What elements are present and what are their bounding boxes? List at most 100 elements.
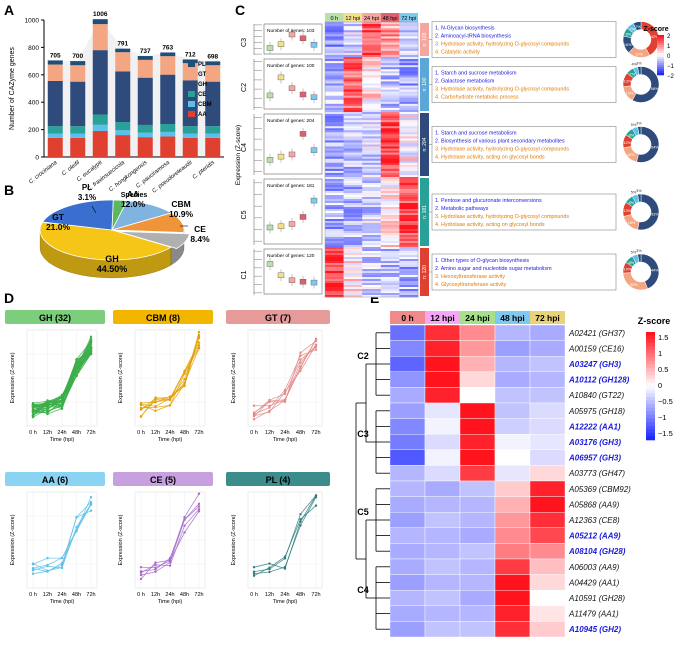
e-heat-cell bbox=[424, 356, 461, 373]
c-heat-cell bbox=[399, 231, 419, 234]
e-legend-gradient bbox=[646, 414, 655, 419]
a-bar-GH-4 bbox=[137, 77, 153, 125]
c-heat-cell bbox=[399, 91, 419, 94]
c-heat-cell bbox=[343, 160, 363, 164]
e-heat-cell bbox=[424, 371, 461, 388]
c-heat-cell bbox=[399, 209, 419, 212]
c-heat-cell bbox=[362, 291, 382, 294]
c-boxplot-frame bbox=[263, 248, 323, 295]
b-slice-value: 3.1% bbox=[78, 193, 96, 202]
c-heat-cell bbox=[325, 271, 344, 274]
c-heat-cell bbox=[362, 118, 382, 121]
c-heat-cell bbox=[399, 54, 419, 58]
d-ylabel: Expression (Z-score) bbox=[10, 352, 16, 403]
e-legend-gradient bbox=[646, 332, 655, 336]
d-xtick-label: 72h bbox=[311, 430, 320, 436]
c-heat-cell bbox=[362, 231, 382, 234]
d-panel-title: CBM (8) bbox=[146, 313, 180, 323]
c-heat-cell bbox=[343, 152, 363, 155]
c-donut-label: 58% bbox=[651, 87, 659, 91]
c-cluster-name: C3 bbox=[241, 38, 248, 47]
e-heat-cell bbox=[424, 402, 461, 419]
e-col-label: 0 h bbox=[401, 313, 413, 323]
c-heat-cell bbox=[343, 146, 363, 149]
c-heat-cell bbox=[343, 215, 363, 218]
e-heat-cell bbox=[389, 558, 426, 575]
c-donut-slice-GH bbox=[636, 126, 660, 163]
d-panel-header bbox=[5, 472, 105, 486]
c-heat-cell bbox=[380, 281, 400, 284]
c-heat-cell bbox=[362, 257, 382, 260]
c-heat-cell bbox=[325, 209, 344, 212]
d-panel-header bbox=[113, 310, 213, 324]
c-heat-cell bbox=[343, 24, 363, 27]
c-heat-cell bbox=[343, 91, 363, 94]
a-xtick-label: C. crociniana bbox=[28, 159, 59, 185]
c-term-text: 2. Biosynthesis of various plant seconda… bbox=[435, 139, 565, 145]
e-heat-cell bbox=[459, 496, 496, 513]
a-bar-GT-7 bbox=[205, 65, 221, 82]
e-heat-cell bbox=[424, 621, 461, 638]
c-heat-cell bbox=[325, 42, 344, 45]
c-heat-cell bbox=[399, 99, 419, 103]
c-gene-count: Number of genes: 100 bbox=[267, 63, 315, 69]
c-heat-cell bbox=[325, 265, 344, 268]
a-ylabel: Number of CAZyme genes bbox=[9, 47, 16, 130]
c-heat-cell bbox=[399, 142, 419, 145]
c-heat-cell bbox=[343, 195, 363, 198]
c-heat-cell bbox=[399, 263, 419, 266]
c-heat-cell bbox=[325, 229, 344, 232]
c-heat-cell bbox=[325, 61, 344, 64]
d-xtick-label: 0 h bbox=[137, 430, 145, 436]
c-heat-cell bbox=[380, 263, 400, 266]
c-heat-cell bbox=[380, 99, 400, 103]
a-bar-GT-0 bbox=[47, 64, 63, 81]
panel-label-c: C bbox=[235, 2, 246, 18]
c-heat-cell bbox=[380, 237, 400, 240]
c-heat-cell bbox=[362, 138, 382, 141]
c-heat-cell bbox=[380, 193, 400, 196]
e-legend-gradient bbox=[646, 357, 655, 362]
c-donut-label: 12% bbox=[623, 141, 631, 145]
c-heat-cell bbox=[362, 172, 382, 176]
d-series-point bbox=[299, 518, 302, 521]
c-heat-cell bbox=[325, 71, 344, 74]
c-heat-cell bbox=[343, 116, 363, 119]
c-heat-cell bbox=[362, 132, 382, 135]
c-heat-cell bbox=[380, 221, 400, 224]
c-heat-cell bbox=[343, 122, 363, 125]
e-legend-gradient bbox=[646, 389, 655, 394]
c-box bbox=[310, 42, 318, 48]
c-heat-cell bbox=[380, 83, 400, 86]
c-legend-gradient bbox=[657, 63, 664, 66]
c-heat-cell bbox=[343, 291, 363, 294]
c-heat-cell bbox=[362, 79, 382, 82]
c-heat-cell bbox=[325, 181, 344, 184]
d-xtick-label: 0 h bbox=[250, 592, 258, 598]
e-heat-cell bbox=[389, 449, 426, 466]
d-series-point bbox=[75, 358, 78, 361]
c-heat-cell bbox=[362, 124, 382, 127]
c-heat-cell bbox=[380, 150, 400, 153]
e-heat-cell bbox=[494, 465, 531, 482]
e-heat-cell bbox=[424, 512, 461, 529]
e-heat-cell bbox=[459, 512, 496, 529]
d-series-point bbox=[268, 562, 271, 565]
c-heat-cell bbox=[343, 140, 363, 143]
e-col-label: 24 hpi bbox=[465, 313, 490, 323]
c-heat-cell bbox=[380, 50, 400, 54]
c-cluster-name: C4 bbox=[241, 143, 248, 152]
c-donut-label: 3% bbox=[636, 62, 642, 66]
panel-label-a: A bbox=[4, 2, 15, 18]
c-heat-cell bbox=[325, 148, 344, 151]
a-xtick-label: C. pteridis bbox=[192, 160, 216, 181]
c-cluster-n: n: 120 bbox=[422, 265, 428, 279]
d-xtick-label: 24h bbox=[165, 592, 174, 598]
c-boxplot-frame bbox=[263, 23, 323, 55]
c-term-text: 3. Hexosyltransferase activity bbox=[435, 274, 505, 280]
a-bar-AA-5 bbox=[160, 136, 176, 157]
e-heat-cell bbox=[529, 324, 566, 341]
e-heat-cell bbox=[494, 605, 531, 622]
b-slice-name: GT bbox=[52, 212, 65, 222]
c-term-text: 2. Aminoacyl-tRNA biosynthesis bbox=[435, 34, 511, 40]
